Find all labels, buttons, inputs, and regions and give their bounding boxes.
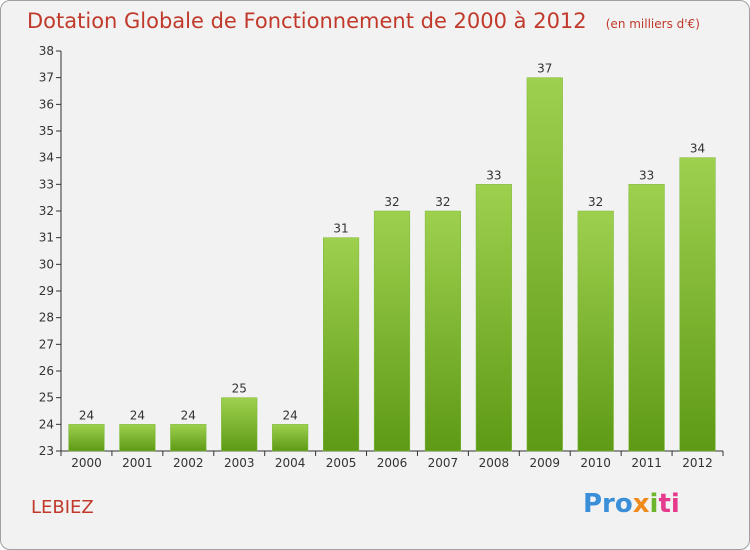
proxiti-logo: Proxiti xyxy=(583,489,680,519)
chart-subtitle: (en milliers d'€) xyxy=(605,17,700,31)
bar-value-label: 33 xyxy=(486,168,501,182)
x-tick-label: 2005 xyxy=(326,456,357,470)
y-tick-label: 34 xyxy=(39,151,54,165)
y-tick-label: 29 xyxy=(39,284,54,298)
x-tick-label: 2009 xyxy=(529,456,560,470)
bar xyxy=(475,184,512,452)
y-tick-label: 30 xyxy=(39,257,54,271)
x-tick-label: 2003 xyxy=(224,456,255,470)
x-tick-label: 2002 xyxy=(173,456,204,470)
bar xyxy=(68,424,105,452)
logo-part-1: Pro xyxy=(583,489,633,519)
logo-part-2: x xyxy=(632,489,650,519)
x-tick-label: 2010 xyxy=(580,456,611,470)
y-tick-label: 31 xyxy=(39,231,54,245)
bar-value-label: 32 xyxy=(435,195,450,209)
y-tick-label: 33 xyxy=(39,177,54,191)
bar-value-label: 33 xyxy=(639,168,654,182)
bar-value-label: 37 xyxy=(537,62,552,76)
y-tick-label: 38 xyxy=(39,44,54,58)
x-tick-label: 2012 xyxy=(682,456,713,470)
commune-name: LEBIEZ xyxy=(31,497,94,518)
logo-part-3: i xyxy=(649,489,659,519)
bar xyxy=(272,424,309,452)
x-tick-label: 2001 xyxy=(122,456,153,470)
bar-value-label: 34 xyxy=(690,142,705,156)
bar-value-label: 24 xyxy=(130,408,145,422)
y-tick-label: 37 xyxy=(39,71,54,85)
y-tick-label: 36 xyxy=(39,97,54,111)
x-tick-label: 2011 xyxy=(631,456,662,470)
bar xyxy=(373,210,411,452)
bar xyxy=(221,397,258,452)
y-tick-label: 28 xyxy=(39,311,54,325)
x-tick-label: 2000 xyxy=(71,456,102,470)
y-tick-label: 25 xyxy=(39,391,54,405)
chart-title: Dotation Globale de Fonctionnement de 20… xyxy=(27,9,587,33)
y-tick-label: 32 xyxy=(39,204,54,218)
y-tick-label: 24 xyxy=(39,417,54,431)
x-tick-label: 2006 xyxy=(377,456,408,470)
bar-value-label: 25 xyxy=(232,382,247,396)
bar xyxy=(119,424,156,452)
bar xyxy=(679,157,716,452)
bar xyxy=(526,77,563,452)
bar-value-label: 24 xyxy=(181,408,196,422)
bar xyxy=(323,237,360,452)
bar xyxy=(628,184,665,452)
x-tick-label: 2007 xyxy=(428,456,459,470)
bar-value-label: 24 xyxy=(79,408,94,422)
bar-value-label: 31 xyxy=(333,222,348,236)
bar-value-label: 32 xyxy=(384,195,399,209)
y-tick-label: 23 xyxy=(39,444,54,458)
bar-value-label: 32 xyxy=(588,195,603,209)
bar-value-label: 24 xyxy=(283,408,298,422)
bar xyxy=(424,210,461,452)
y-tick-label: 35 xyxy=(39,124,54,138)
y-tick-label: 27 xyxy=(39,337,54,351)
x-tick-label: 2008 xyxy=(479,456,510,470)
bar xyxy=(577,210,614,452)
x-tick-label: 2004 xyxy=(275,456,306,470)
y-tick-label: 26 xyxy=(39,364,54,378)
title-row: Dotation Globale de Fonctionnement de 20… xyxy=(27,9,700,33)
bar xyxy=(170,424,207,452)
logo-part-4: ti xyxy=(658,489,680,519)
